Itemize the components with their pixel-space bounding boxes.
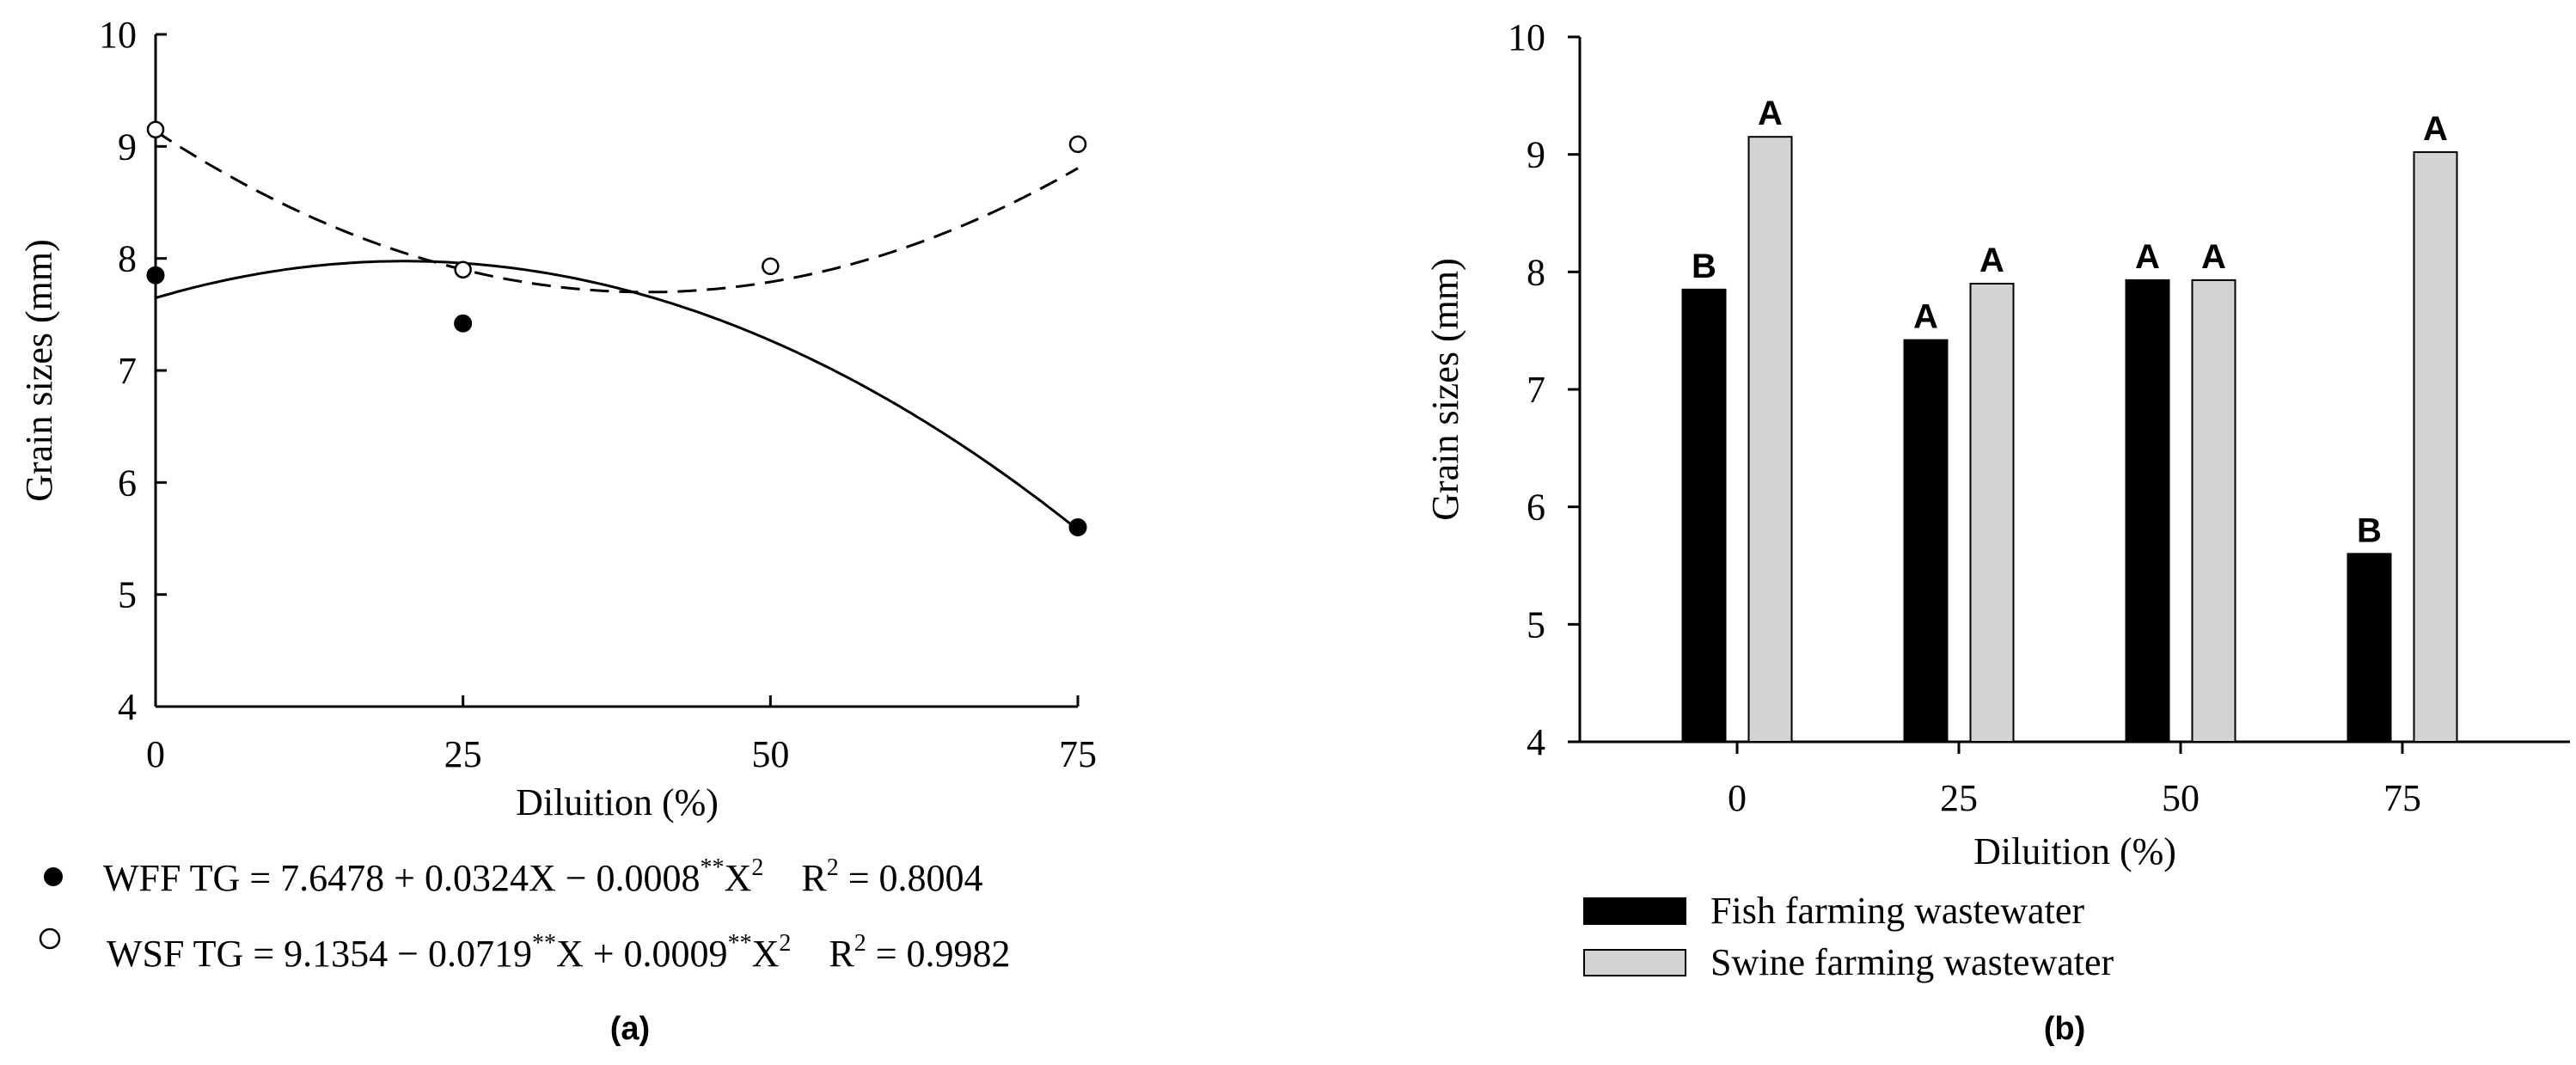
fish-significance-letter: B [2357,511,2382,549]
fish-significance-letter: A [2135,238,2160,276]
wsf-data-point [454,260,472,278]
fish-significance-letter: A [1913,298,1938,336]
swine-significance-letter: A [2201,238,2226,276]
swine-legend-swatch [1583,949,1686,976]
wsf-equation: WSF TG = 9.1354 − 0.0719**X + 0.0009**X2… [107,930,1011,975]
swine-bar [2191,278,2236,743]
panel-a-x-axis-label: Diluition (%) [516,781,719,823]
swine-significance-letter: A [1758,95,1783,132]
a-y-tick-label: 8 [118,238,137,280]
b-y-tick-label: 6 [1527,487,1545,529]
b-x-tick-label: 75 [2383,777,2421,819]
a-x-tick-label: 25 [444,733,482,775]
panel-a: 4 5 6 7 8 9 10 0 25 50 75 Diluition (%) Grain siz… [18,14,1097,1047]
fish-bar [2125,278,2170,743]
a-y-tick-label: 9 [118,125,137,168]
a-x-tick-label: 0 [146,733,165,775]
b-y-tick-label: 4 [1527,721,1545,763]
swine-significance-letter: A [2423,110,2448,148]
wsf-data-point [146,120,165,139]
b-y-tick-label: 9 [1527,134,1545,176]
wff-data-point [454,314,473,333]
b-x-tick-label: 0 [1728,777,1747,819]
wsf-data-point [1068,135,1087,153]
b-x-tick-label: 50 [2162,777,2200,819]
wff-fit-curve [155,260,1079,531]
a-y-tick-label: 5 [118,574,137,616]
wff-equation: WFF TG = 7.6478 + 0.0324X − 0.0008**X2 R2… [103,854,983,899]
wff-legend-marker [44,867,63,886]
b-y-tick-label: 5 [1527,603,1545,646]
a-y-tick-label: 4 [118,686,137,728]
panel-a-caption: (a) [610,1011,650,1047]
wsf-data-point [762,257,780,276]
fish-bar [1903,339,1949,743]
b-y-tick-label: 8 [1527,251,1545,293]
swine-bar [2413,150,2458,743]
a-x-tick-label: 50 [751,733,789,775]
wsf-legend-marker [39,927,61,950]
panel-b-caption: (b) [2044,1011,2086,1047]
wsf-fit-curve [155,130,1079,294]
fish-bar [1681,288,1727,744]
panel-a-y-axis-label: Grain sizes (mm) [18,239,60,501]
fish-legend-swatch [1583,897,1686,925]
swine-legend-label: Swine farming wastewater [1710,941,2114,983]
b-x-tick-label: 25 [1940,777,1978,819]
swine-bar [1747,136,1793,743]
swine-significance-letter: A [1979,242,2004,279]
a-y-tick-label: 10 [99,14,137,56]
panel-b-x-axis-label: Diluition (%) [1973,830,2176,872]
a-x-tick-label: 75 [1059,733,1097,775]
wff-data-point [1068,517,1087,536]
panel-b-y-axis-label: Grain sizes (mm) [1424,258,1466,520]
swine-bar [1969,283,2015,743]
wff-data-point [146,266,165,285]
a-y-tick-label: 6 [118,462,137,504]
b-y-tick-label: 7 [1527,369,1545,411]
fish-bar [2347,553,2392,743]
fish-legend-label: Fish farming wastewater [1710,890,2084,932]
b-y-tick-label: 10 [1508,16,1545,58]
fish-significance-letter: B [1692,248,1716,285]
a-y-tick-label: 7 [118,350,137,392]
